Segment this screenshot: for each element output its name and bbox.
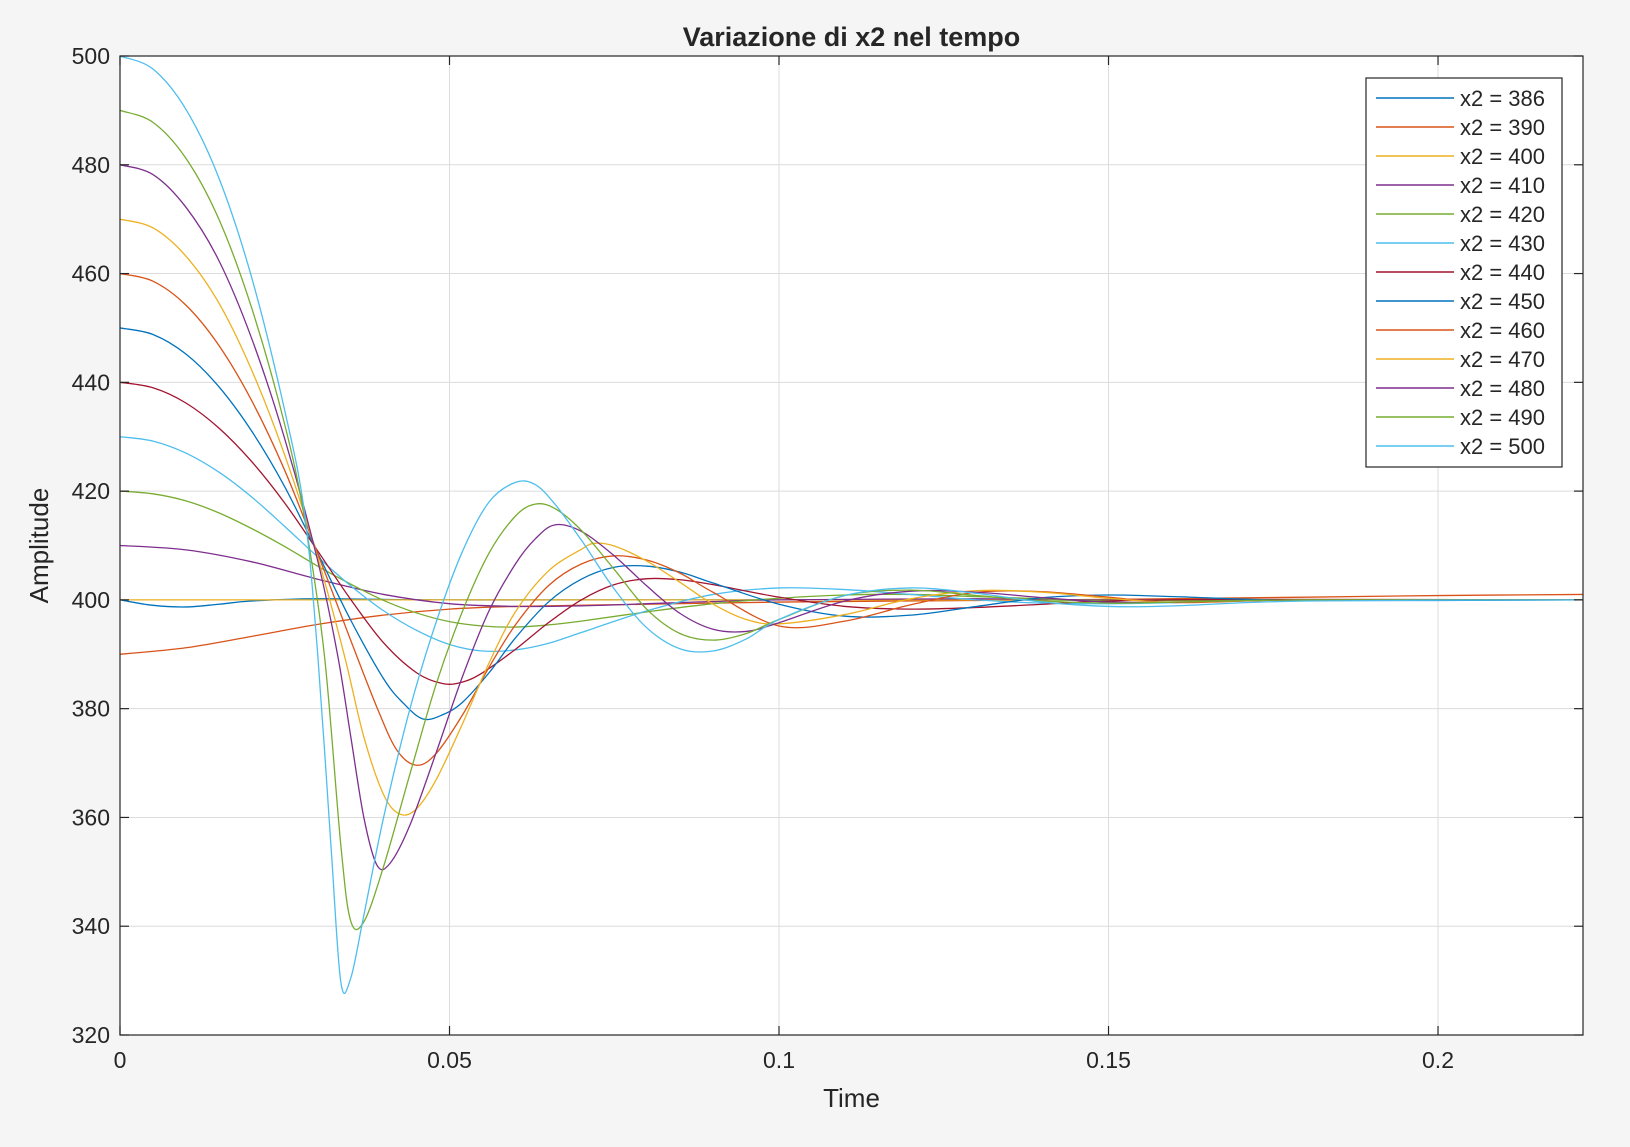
legend: x2 = 386 x2 = 390 x2 = 400 x2 = 410 x2 = 420… xyxy=(1365,77,1563,468)
x-tick-label: 0.15 xyxy=(1086,1047,1131,1073)
y-tick-label: 320 xyxy=(72,1022,110,1048)
series-line-x2-470 xyxy=(120,218,1583,816)
legend-label: x2 = 420 xyxy=(1460,202,1545,227)
y-tick-label: 360 xyxy=(72,804,110,830)
y-tick-label: 340 xyxy=(72,913,110,939)
x-tick-label: 0.05 xyxy=(427,1047,472,1073)
series-line-x2-500 xyxy=(120,56,1583,995)
y-tick-label: 400 xyxy=(72,587,110,613)
legend-label: x2 = 390 xyxy=(1460,115,1545,140)
legend-label: x2 = 400 xyxy=(1460,144,1545,169)
x-tick-label: 0.2 xyxy=(1422,1047,1454,1073)
y-axis-label: Amplitude xyxy=(24,488,54,604)
legend-label: x2 = 460 xyxy=(1460,318,1545,343)
series-lines xyxy=(120,56,1583,995)
y-tick-label: 440 xyxy=(72,369,110,395)
x-axis-label: Time xyxy=(823,1083,880,1113)
x-tick-label: 0 xyxy=(114,1047,127,1073)
y-tick-label: 460 xyxy=(72,261,110,287)
legend-label: x2 = 386 xyxy=(1460,86,1545,111)
series-line-x2-440 xyxy=(120,381,1583,685)
legend-label: x2 = 410 xyxy=(1460,173,1545,198)
legend-label: x2 = 470 xyxy=(1460,347,1545,372)
y-tick-label: 500 xyxy=(72,43,110,69)
x-tick-label: 0.1 xyxy=(763,1047,795,1073)
series-line-x2-450 xyxy=(120,327,1583,721)
legend-label: x2 = 450 xyxy=(1460,289,1545,314)
series-line-x2-460 xyxy=(120,272,1583,766)
chart-title: Variazione di x2 nel tempo xyxy=(683,22,1021,52)
legend-label: x2 = 480 xyxy=(1460,376,1545,401)
legend-label: x2 = 490 xyxy=(1460,405,1545,430)
ticks: 0 0.05 0.1 0.15 0.2 320 340 360 380 400 420 440 460 4… xyxy=(72,43,1583,1073)
y-tick-label: 420 xyxy=(72,478,110,504)
plot-frame xyxy=(119,55,1584,1036)
y-tick-label: 380 xyxy=(72,696,110,722)
legend-label: x2 = 440 xyxy=(1460,260,1545,285)
y-tick-label: 480 xyxy=(72,152,110,178)
series-line-x2-490 xyxy=(120,109,1583,931)
series-line-x2-390 xyxy=(120,593,1583,655)
legend-label: x2 = 430 xyxy=(1460,231,1545,256)
plot-area xyxy=(120,56,1583,1035)
legend-label: x2 = 500 xyxy=(1460,434,1545,459)
